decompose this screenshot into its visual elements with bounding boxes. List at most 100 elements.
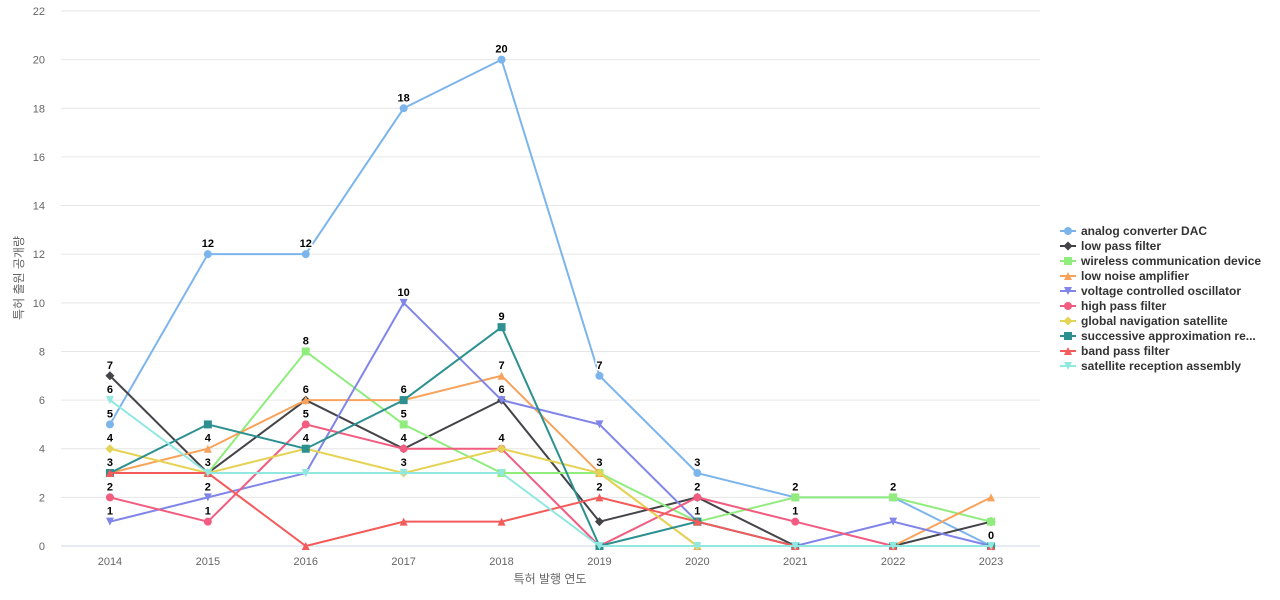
data-point[interactable]: [301, 444, 310, 453]
data-label: 20: [495, 44, 507, 56]
data-point[interactable]: [203, 420, 212, 429]
data-point[interactable]: [399, 420, 408, 429]
data-point[interactable]: [595, 493, 604, 502]
data-point[interactable]: [105, 444, 115, 454]
data-point[interactable]: [693, 469, 702, 478]
data-point[interactable]: [497, 396, 506, 405]
series-line[interactable]: [109, 325, 992, 548]
data-point[interactable]: [301, 420, 310, 429]
data-point[interactable]: [791, 517, 800, 526]
data-point[interactable]: [105, 371, 115, 381]
data-label: 4: [205, 433, 212, 445]
legend-label: low pass filter: [1081, 239, 1161, 253]
data-point[interactable]: [497, 55, 506, 64]
legend-label: band pass filter: [1081, 344, 1170, 358]
data-point[interactable]: [203, 250, 212, 259]
data-point[interactable]: [889, 517, 898, 526]
data-point[interactable]: [399, 298, 408, 307]
data-label: 4: [401, 433, 408, 445]
legend-item[interactable]: global navigation satellite: [1060, 314, 1228, 328]
data-point[interactable]: [791, 542, 800, 550]
legend-label: wireless communication device: [1080, 254, 1261, 268]
data-point[interactable]: [105, 396, 114, 405]
data-point[interactable]: [594, 517, 604, 527]
legend-symbol: [1064, 227, 1072, 235]
series-line[interactable]: [109, 350, 992, 523]
data-point[interactable]: [594, 468, 604, 478]
data-label: 6: [498, 384, 504, 396]
legend-item[interactable]: high pass filter: [1060, 299, 1167, 313]
data-label: 4: [107, 433, 114, 445]
data-point[interactable]: [203, 444, 212, 453]
data-point[interactable]: [497, 371, 506, 380]
data-point[interactable]: [399, 444, 408, 453]
data-label: 0: [988, 530, 994, 542]
legend-symbol: [1063, 241, 1073, 251]
data-point[interactable]: [399, 396, 408, 405]
data-label: 6: [303, 384, 309, 396]
data-label: 3: [205, 457, 211, 469]
data-label: 7: [107, 360, 113, 372]
data-point[interactable]: [497, 323, 506, 332]
legend-item[interactable]: satellite reception assembly: [1060, 359, 1241, 373]
data-label: 3: [107, 457, 113, 469]
y-tick-label: 12: [33, 249, 45, 261]
data-point[interactable]: [693, 542, 702, 550]
data-point[interactable]: [203, 469, 212, 478]
data-point[interactable]: [301, 347, 310, 356]
data-point[interactable]: [105, 493, 114, 502]
x-tick-label: 2016: [294, 556, 318, 568]
series-line[interactable]: [109, 423, 992, 548]
data-point[interactable]: [987, 517, 996, 526]
data-point[interactable]: [693, 493, 702, 502]
data-point[interactable]: [301, 469, 310, 478]
legend-item[interactable]: successive approximation re...: [1060, 329, 1256, 343]
data-point[interactable]: [497, 469, 506, 478]
data-label: 2: [694, 481, 700, 493]
data-point[interactable]: [791, 493, 800, 502]
series-line[interactable]: [109, 399, 992, 547]
data-point[interactable]: [497, 517, 506, 526]
data-point[interactable]: [105, 517, 114, 526]
y-tick-label: 22: [33, 6, 45, 18]
data-point[interactable]: [595, 542, 604, 550]
data-point[interactable]: [105, 469, 114, 478]
data-point[interactable]: [595, 371, 604, 380]
legend-item[interactable]: analog converter DAC: [1060, 224, 1207, 238]
legend-label: successive approximation re...: [1081, 329, 1256, 343]
legend-item[interactable]: low pass filter: [1060, 239, 1161, 253]
data-label: 5: [401, 408, 407, 420]
data-point[interactable]: [203, 517, 212, 526]
data-point[interactable]: [399, 104, 408, 113]
data-point[interactable]: [693, 517, 702, 526]
legend-symbol: [1064, 347, 1072, 355]
data-point[interactable]: [301, 542, 310, 550]
data-label: 4: [498, 433, 505, 445]
legend-item[interactable]: wireless communication device: [1060, 254, 1261, 268]
data-point[interactable]: [301, 396, 310, 405]
data-label: 5: [303, 408, 309, 420]
data-point[interactable]: [987, 542, 996, 550]
data-point[interactable]: [595, 420, 604, 429]
data-point[interactable]: [889, 493, 898, 502]
data-point[interactable]: [105, 420, 114, 429]
data-label: 1: [792, 506, 798, 518]
data-point[interactable]: [497, 444, 507, 454]
legend-item[interactable]: band pass filter: [1060, 344, 1170, 358]
data-point[interactable]: [399, 469, 408, 478]
data-point[interactable]: [889, 542, 898, 550]
x-tick-label: 2014: [98, 556, 122, 568]
y-tick-label: 18: [33, 103, 45, 115]
legend-label: global navigation satellite: [1081, 314, 1228, 328]
data-label: 6: [107, 384, 113, 396]
legend-item[interactable]: voltage controlled oscillator: [1060, 284, 1241, 298]
legend-item[interactable]: low noise amplifier: [1060, 269, 1189, 283]
data-point[interactable]: [301, 250, 310, 259]
legend-symbol: [1064, 257, 1072, 265]
data-point[interactable]: [203, 493, 212, 502]
data-label: 1: [107, 506, 113, 518]
data-point[interactable]: [987, 493, 996, 502]
data-label: 18: [398, 92, 410, 104]
data-point[interactable]: [399, 517, 408, 526]
